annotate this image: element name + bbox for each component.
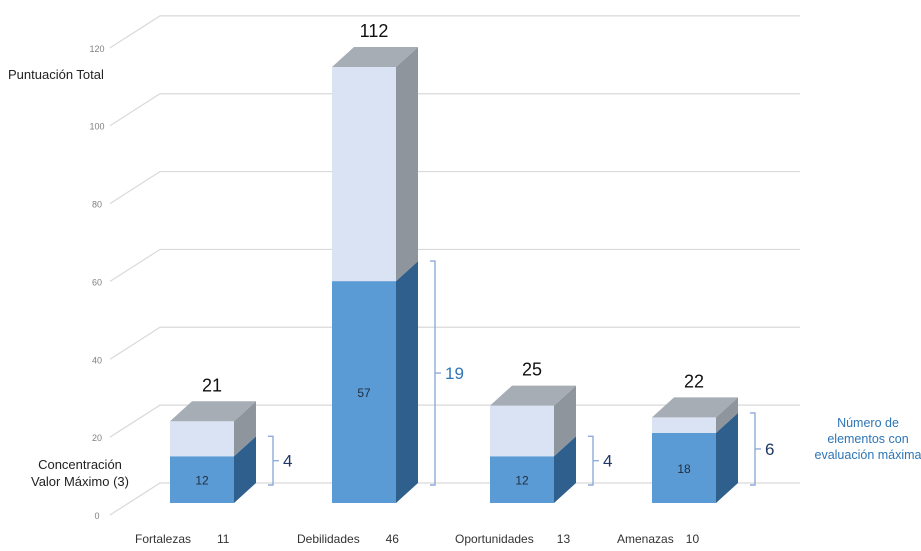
max-count-bracket: [268, 435, 279, 486]
max-count-label: 6: [765, 440, 774, 459]
category-label: Amenazas: [617, 532, 674, 546]
category-count: 46: [386, 532, 400, 546]
gridline: [109, 482, 800, 516]
bar-cap-debilidades: [332, 47, 418, 67]
max-count-bracket: [588, 435, 599, 486]
bar-top-amenazas: [652, 417, 716, 433]
gridline: [109, 248, 800, 282]
max-count-bracket: [430, 260, 441, 486]
bar-bottom-side-fortalezas: [234, 436, 256, 503]
max-count-label: 19: [445, 364, 464, 383]
gridline: [109, 326, 800, 360]
bar-value-label: 18: [677, 462, 691, 476]
category-label: Fortalezas: [135, 532, 191, 546]
annotation-text: Número de elementos con evaluación máxima: [815, 416, 921, 462]
bar-bottom-oportunidades: [490, 456, 554, 503]
y-tick-label: 80: [92, 200, 102, 210]
y-tick-label: 0: [94, 511, 99, 521]
max-count-label: 4: [283, 452, 292, 471]
bar-cap-amenazas: [652, 397, 738, 418]
bar-top-oportunidades: [490, 405, 554, 457]
bar-value-label: 57: [357, 386, 371, 400]
bar-top-side-oportunidades: [554, 385, 576, 457]
bar-top-side-debilidades: [396, 47, 418, 282]
gridline: [109, 93, 800, 127]
category-count: 11: [217, 532, 230, 546]
y-tick-label: 20: [92, 433, 102, 443]
bar-bottom-amenazas: [652, 432, 716, 503]
bar-bottom-side-amenazas: [716, 412, 738, 503]
bar-top-fortalezas: [170, 421, 234, 457]
bar-total-label: 25: [522, 360, 542, 380]
max-count-bracket: [750, 412, 761, 486]
series-legend-label: Concentración Valor Máximo (3): [31, 457, 129, 489]
y-tick-label: 40: [92, 355, 102, 365]
max-count-label: 4: [603, 452, 612, 471]
bar-cap-fortalezas: [170, 401, 256, 422]
gridline: [109, 404, 800, 438]
bar-top-debilidades: [332, 67, 396, 282]
bar-bottom-side-oportunidades: [554, 436, 576, 503]
bar-total-label: 112: [360, 21, 389, 41]
category-count: 10: [686, 532, 700, 546]
bar-value-label: 12: [195, 474, 209, 488]
bar-total-label: 21: [202, 375, 222, 395]
bar-total-label: 22: [684, 371, 704, 391]
bar-value-label: 12: [515, 474, 529, 488]
y-tick-label: 60: [92, 277, 102, 287]
bar-bottom-side-debilidades: [396, 261, 418, 503]
y-axis-title: Puntuación Total: [8, 67, 104, 82]
bar-bottom-debilidades: [332, 281, 396, 503]
bar-bottom-fortalezas: [170, 456, 234, 503]
gridline: [109, 170, 800, 205]
bar-top-side-amenazas: [716, 397, 738, 433]
y-tick-label: 100: [89, 122, 104, 132]
category-label: Debilidades: [297, 532, 360, 546]
bar-cap-oportunidades: [490, 385, 576, 406]
bar-top-side-fortalezas: [234, 401, 256, 457]
category-label: Oportunidades: [455, 532, 534, 546]
y-tick-label: 120: [89, 44, 104, 54]
category-count: 13: [557, 532, 571, 546]
gridline: [109, 15, 800, 49]
